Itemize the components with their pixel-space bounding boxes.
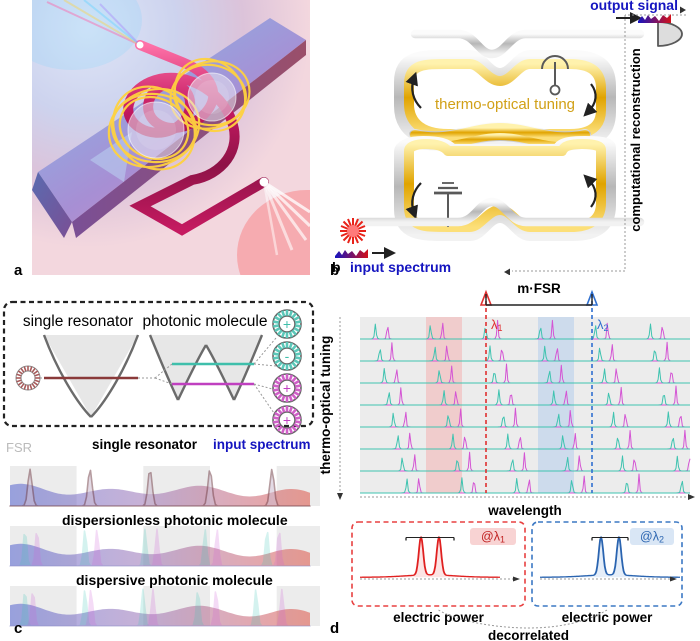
svg-text:input spectrum: input spectrum <box>350 259 451 275</box>
svg-text:computational reconstruction: computational reconstruction <box>628 48 643 232</box>
svg-text:decorrelated: decorrelated <box>488 628 569 641</box>
svg-text:electric power: electric power <box>562 610 654 625</box>
svg-text:thermo-optical tuning: thermo-optical tuning <box>435 96 575 113</box>
svg-text:electric power: electric power <box>393 610 485 625</box>
svg-text:output signal: output signal <box>590 0 678 13</box>
